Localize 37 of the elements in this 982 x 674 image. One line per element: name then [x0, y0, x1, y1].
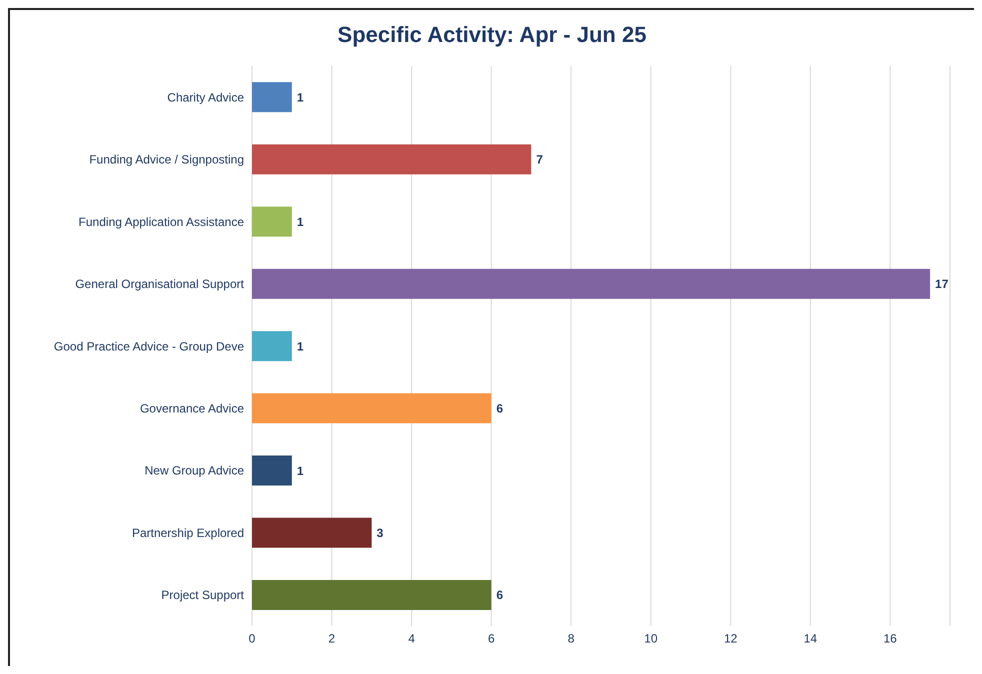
y-tick-label: Project Support — [161, 588, 245, 602]
data-label: 1 — [296, 214, 304, 229]
data-label: 1 — [296, 90, 304, 104]
bar — [252, 518, 372, 548]
bar — [252, 393, 492, 424]
y-tick-label: Charity Advice — [167, 90, 244, 104]
bar — [252, 206, 292, 237]
y-tick-label: Governance Advice — [140, 401, 244, 416]
x-tick-label: 10 — [644, 632, 658, 646]
y-tick-label: Funding Application Assistance — [78, 214, 244, 229]
data-label: 6 — [496, 588, 504, 602]
x-tick-label: 14 — [804, 632, 818, 646]
bar — [252, 82, 292, 112]
data-label: 7 — [536, 152, 544, 167]
x-tick-label: 12 — [724, 632, 738, 646]
y-tick-label: Partnership Explored — [132, 526, 244, 540]
data-label: 1 — [296, 339, 304, 354]
data-label: 17 — [935, 277, 949, 292]
data-label: 1 — [296, 464, 304, 478]
y-tick-label: General Organisational Support — [75, 277, 245, 292]
data-label: 6 — [496, 402, 504, 416]
x-tick-label: 4 — [408, 632, 416, 646]
data-label: 3 — [376, 526, 384, 540]
x-tick-label: 8 — [568, 632, 575, 646]
bar — [252, 331, 292, 362]
y-tick-label: New Group Advice — [144, 464, 244, 478]
y-tick-label: Funding Advice / Signposting — [89, 152, 244, 167]
bar — [252, 268, 930, 299]
x-tick-label: 0 — [248, 632, 256, 646]
chart-title: Specific Activity: Apr - Jun 25 — [336, 21, 648, 49]
bar — [252, 456, 292, 486]
bar — [252, 580, 492, 610]
x-tick-label: 2 — [328, 632, 336, 646]
x-tick-label: 16 — [883, 632, 898, 646]
y-tick-label: Good Practice Advice - Group Deve — [54, 339, 244, 354]
x-tick-label: 6 — [488, 632, 495, 646]
bar — [252, 144, 532, 174]
